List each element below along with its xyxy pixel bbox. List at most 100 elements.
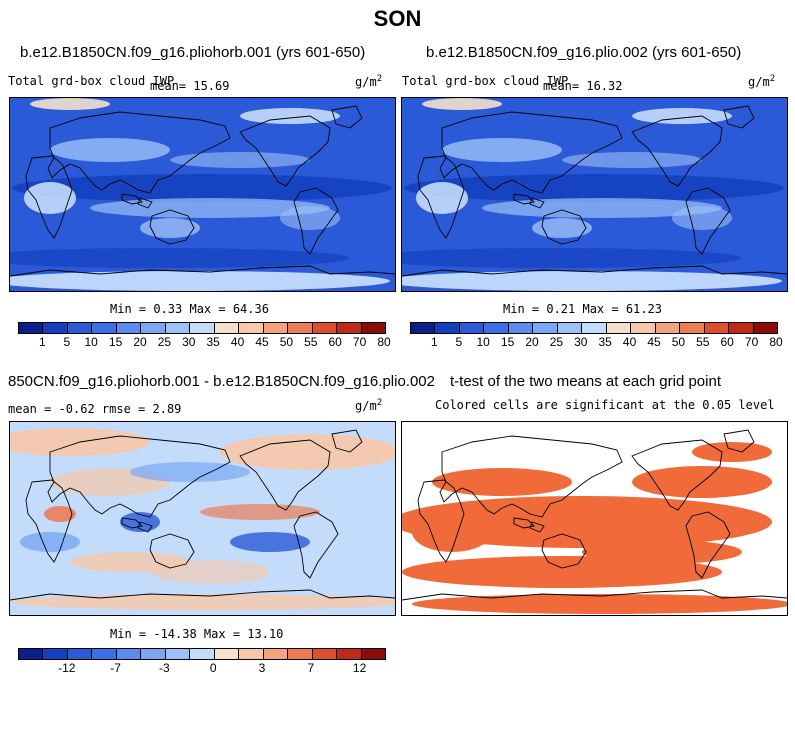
- panel3-map: [9, 421, 396, 616]
- coastline: [417, 479, 465, 563]
- colorbar-swatch: [165, 323, 191, 333]
- panel2-case-title: b.e12.B1850CN.f09_g16.plio.002 (yrs 601-…: [426, 44, 742, 61]
- colorbar-swatch: [606, 323, 632, 333]
- colorbar-swatch: [67, 323, 93, 333]
- coastline: [25, 479, 73, 563]
- colorbar-tick-label: 3: [258, 661, 266, 675]
- field-contour: [44, 506, 76, 522]
- colorbar-tick-label: 80: [769, 335, 783, 349]
- panel1-units: g/m2: [355, 74, 383, 89]
- colorbar-tick-label: 70: [744, 335, 759, 349]
- panel3-minmax: Min = -14.38 Max = 13.10: [110, 627, 284, 641]
- coastline: [239, 115, 331, 187]
- colorbar-tick-label: 35: [598, 335, 612, 349]
- colorbar-panel1: [18, 322, 386, 334]
- colorbar-tick-label: 45: [647, 335, 661, 349]
- colorbar-tick-label: 25: [549, 335, 564, 349]
- coastline: [293, 187, 339, 255]
- coastline: [25, 155, 73, 239]
- colorbar-tick-label: 30: [182, 335, 196, 349]
- field-contour: [240, 108, 340, 124]
- panel3-stats: mean = -0.62 rmse = 2.89: [8, 402, 182, 416]
- colorbar-tick-label: 25: [157, 335, 172, 349]
- field-contour: [482, 198, 722, 218]
- coastline: [239, 439, 331, 511]
- colorbar-swatch: [116, 323, 142, 333]
- colorbar-swatch: [92, 323, 117, 333]
- panel2-map: [401, 97, 788, 292]
- coastline: [331, 429, 363, 453]
- field-contour: [402, 248, 742, 268]
- coastline: [10, 265, 395, 277]
- colorbar-swatch: [411, 323, 436, 333]
- colorbar-tick-label: 12: [352, 661, 367, 675]
- colorbar-tick-label: 55: [696, 335, 710, 349]
- colorbar-tick-label: 5: [63, 335, 71, 349]
- colorbar-tick-label: 20: [525, 335, 539, 349]
- colorbar-swatch: [92, 649, 117, 659]
- colorbar-swatch: [508, 323, 534, 333]
- colorbar-tick-label: 15: [108, 335, 123, 349]
- field-contour: [24, 182, 76, 214]
- field-contour: [20, 532, 80, 552]
- field-contour: [280, 206, 340, 230]
- colorbar-swatch: [190, 323, 215, 333]
- panel4-subtitle: Colored cells are significant at the 0.0…: [435, 398, 775, 412]
- colorbar-tick-label: 30: [574, 335, 588, 349]
- coastline: [331, 105, 363, 129]
- field-contour: [402, 496, 772, 548]
- coastline: [149, 209, 195, 245]
- colorbar-swatch: [680, 323, 705, 333]
- colorbar-swatch: [704, 323, 730, 333]
- field-contour: [404, 174, 784, 202]
- colorbar-swatch: [582, 323, 607, 333]
- field-contour: [442, 138, 562, 162]
- coastline: [723, 105, 755, 129]
- field-contour: [532, 218, 592, 238]
- colorbar-swatch: [435, 323, 460, 333]
- colorbar-swatch: [337, 323, 362, 333]
- coastline: [685, 187, 731, 255]
- colorbar-tick-label: -3: [159, 661, 170, 675]
- panel2-mean: mean= 16.32: [543, 79, 623, 93]
- field-contour: [10, 271, 390, 291]
- colorbar-tick-label: 1: [431, 335, 438, 349]
- panel1-case-title: b.e12.B1850CN.f09_g16.pliohorb.001 (yrs …: [20, 44, 366, 61]
- colorbar-tick-label: 40: [622, 335, 637, 349]
- colorbar-tick-label: 1: [39, 335, 46, 349]
- field-contour: [422, 98, 502, 110]
- field-contour: [130, 462, 250, 482]
- panel1-map: [9, 97, 396, 292]
- colorbar-swatch: [361, 323, 386, 333]
- colorbar-swatch: [361, 649, 386, 659]
- coastline: [121, 517, 153, 533]
- colorbar-swatch: [312, 323, 338, 333]
- colorbar-tick-label: -12: [58, 661, 76, 675]
- colorbar-swatch: [288, 323, 313, 333]
- colorbar-swatch: [288, 649, 313, 659]
- colorbar-tick-label: 40: [230, 335, 245, 349]
- coastline: [723, 429, 755, 453]
- field-contour: [12, 174, 392, 202]
- colorbar-tick-label: 55: [304, 335, 318, 349]
- field-contour: [562, 152, 702, 168]
- panel2-units: g/m2: [748, 74, 776, 89]
- colorbar-swatch: [753, 323, 778, 333]
- page-title: SON: [373, 6, 422, 31]
- coastline: [541, 209, 587, 245]
- coastline: [685, 511, 731, 579]
- field-contour: [170, 152, 310, 168]
- field-contour: [150, 560, 270, 584]
- colorbar-swatch: [214, 323, 240, 333]
- coastline: [402, 589, 787, 601]
- colorbar-swatch: [19, 649, 44, 659]
- coastline: [439, 111, 623, 194]
- colorbar-tick-label: 10: [84, 335, 98, 349]
- coastline: [631, 115, 723, 187]
- colorbar-swatch: [729, 323, 754, 333]
- panel2-variable-label: Total grd-box cloud IWP: [402, 74, 569, 88]
- colorbar-swatch: [19, 323, 44, 333]
- field-contour: [10, 594, 395, 610]
- colorbar-swatch: [263, 649, 289, 659]
- panel1-mean: mean= 15.69: [150, 79, 230, 93]
